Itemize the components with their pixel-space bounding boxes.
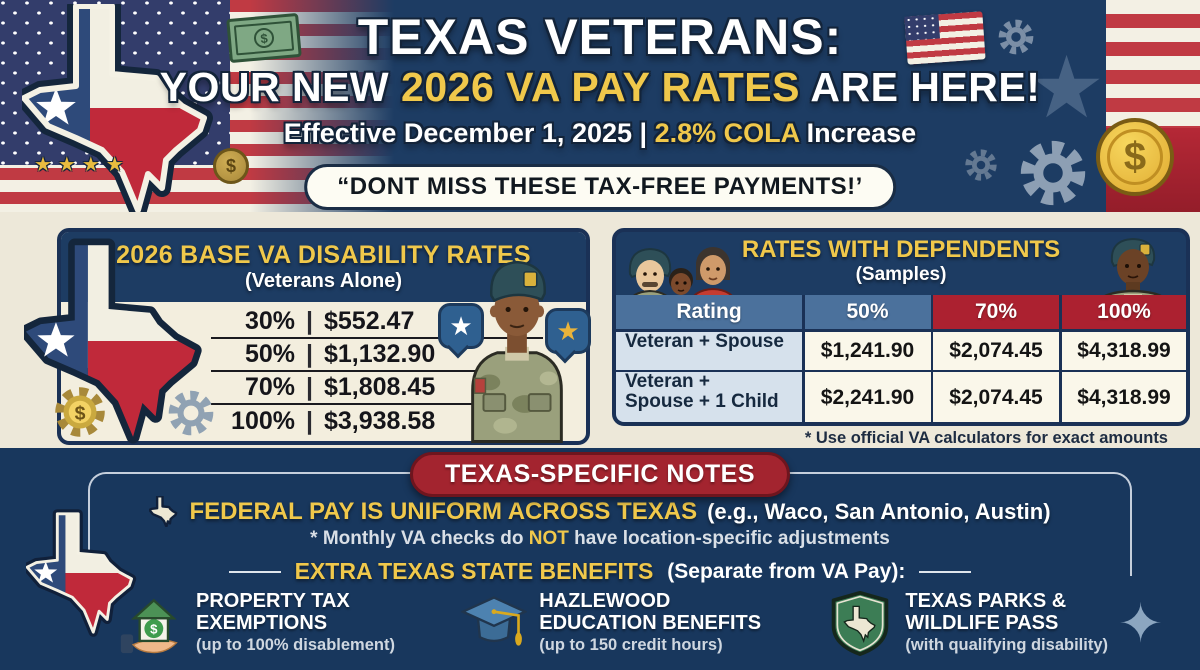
- quote-banner: “DONT MISS THESE TAX-FREE PAYMENTS!’: [304, 164, 896, 210]
- rate-percent: 30%: [244, 307, 295, 335]
- base-rates-title: 2026 BASE VA DISABILITY RATES: [116, 241, 531, 269]
- graduation-cap-icon: [461, 596, 528, 646]
- star-speech-bubble-icon: ★: [438, 303, 484, 349]
- rate-percent: 100%: [231, 407, 295, 435]
- dash-decoration: [228, 570, 281, 573]
- dependents-table: Rating 50% 70% 100% Veteran + Spouse $1,…: [616, 295, 1186, 422]
- benefits-row: $ PROPERTY TAX EXEMPTIONS (up to 100% di…: [118, 590, 1108, 656]
- gear-icon: [965, 149, 997, 181]
- gold-coin-icon: $: [1096, 118, 1174, 196]
- star-speech-bubble-icon: ★: [545, 308, 591, 354]
- table-header-70: 70%: [933, 295, 1059, 329]
- dependents-title: RATES WITH DEPENDENTS: [741, 236, 1061, 263]
- table-cell: $2,241.90: [804, 372, 931, 422]
- svg-text:$: $: [75, 403, 86, 425]
- page-title: TEXAS VETERANS:: [357, 9, 843, 65]
- base-rates-panel-header: 2026 BASE VA DISABILITY RATES (Veterans …: [61, 232, 586, 302]
- table-footnote: * Use official VA calculators for exact …: [804, 429, 1168, 447]
- rate-row: 100% | $3,938.58: [211, 405, 543, 438]
- state-benefits-heading: EXTRA TEXAS STATE BENEFITS (Separate fro…: [0, 558, 1200, 585]
- table-cell: $2,074.45: [933, 331, 1059, 370]
- table-row-label: Veteran + Spouse: [616, 331, 802, 370]
- benefit-property-tax: $ PROPERTY TAX EXEMPTIONS (up to 100% di…: [118, 590, 395, 656]
- table-cell: $2,074.45: [933, 372, 1059, 422]
- svg-text:$: $: [150, 621, 158, 636]
- soldier-illustration: [471, 260, 563, 443]
- texas-shield-icon: [832, 590, 889, 656]
- table-header-100: 100%: [1061, 295, 1186, 329]
- benefit-parks-pass: TEXAS PARKS & WILDLIFE PASS (with qualif…: [827, 590, 1108, 656]
- house-dollar-hand-icon: $: [120, 598, 178, 654]
- table-header-50: 50%: [804, 295, 931, 329]
- federal-pay-subnote: * Monthly VA checks do NOT have location…: [310, 528, 890, 549]
- table-cell: $4,318.99: [1061, 372, 1186, 422]
- rate-amount: $1,808.45: [324, 373, 436, 401]
- rate-row: 30% | $552.47: [211, 306, 543, 339]
- rate-percent: 70%: [244, 373, 295, 401]
- page-subtitle: YOUR NEW 2026 VA PAY RATES ARE HERE!: [159, 64, 1041, 110]
- gear-dollar-icon: $: [55, 387, 105, 437]
- dependents-subtitle: (Samples): [855, 264, 947, 285]
- benefit-hazlewood: HAZLEWOOD EDUCATION BENEFITS (up to 150 …: [461, 590, 761, 656]
- rate-amount: $552.47: [324, 307, 415, 335]
- dash-decoration: [919, 570, 972, 573]
- gold-coin-icon: $: [213, 148, 249, 184]
- rate-row: 50% | $1,132.90: [211, 339, 543, 372]
- dependents-panel-header: RATES WITH DEPENDENTS (Samples): [616, 236, 1186, 286]
- rate-amount: $1,132.90: [324, 340, 436, 368]
- table-header-rating: Rating: [616, 295, 802, 329]
- effective-date-line: Effective December 1, 2025 | 2.8% COLA I…: [283, 118, 917, 148]
- rate-percent: 50%: [244, 340, 295, 368]
- texas-outline-icon: [149, 496, 178, 527]
- gear-icon: [168, 390, 214, 436]
- table-cell: $4,318.99: [1061, 331, 1186, 370]
- sparkle-icon: ✦: [1118, 594, 1164, 654]
- gear-icon: [998, 19, 1034, 55]
- texas-flag-map-icon: [24, 238, 202, 444]
- texas-notes-section: TEXAS-SPECIFIC NOTES FEDERAL PAY IS UNIF…: [0, 448, 1200, 670]
- texas-flag-map-icon: [22, 4, 213, 212]
- texas-flag-map-icon: [26, 509, 137, 637]
- table-cell: $1,241.90: [804, 331, 931, 370]
- gold-stars-decoration: ★★★★: [34, 154, 130, 176]
- dependents-panel: RATES WITH DEPENDENTS (Samples) Rating 5…: [612, 228, 1190, 426]
- notes-section-title: TEXAS-SPECIFIC NOTES: [409, 452, 791, 497]
- base-rates-subtitle: (Veterans Alone): [244, 270, 403, 292]
- federal-pay-note: FEDERAL PAY IS UNIFORM ACROSS TEXAS (e.g…: [0, 496, 1200, 527]
- star-watermark-icon: ★: [1028, 40, 1106, 136]
- table-row-label: Veteran + Spouse + 1 Child: [616, 372, 802, 422]
- rate-row: 70% | $1,808.45: [211, 372, 543, 405]
- rate-amount: $3,938.58: [324, 407, 436, 435]
- base-rates-list: 30% | $552.47 50% | $1,132.90 70% | $1,8…: [211, 306, 543, 438]
- gear-icon: [1020, 140, 1086, 206]
